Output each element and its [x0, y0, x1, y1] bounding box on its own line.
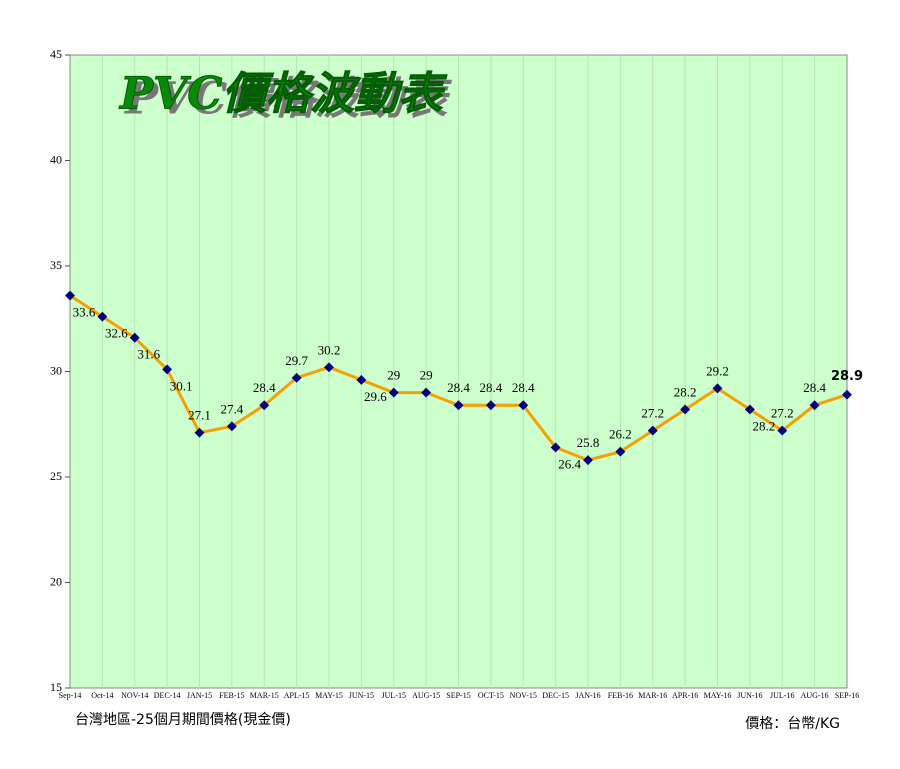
y-tick-label: 30 [50, 363, 62, 377]
x-tick-label: NOV-15 [510, 691, 537, 700]
x-tick-label: MAR-16 [638, 691, 667, 700]
x-tick-label: JUL-15 [382, 691, 406, 700]
data-label: 28.9 [831, 369, 863, 384]
data-label: 28.2 [753, 418, 776, 433]
y-tick-label: 45 [50, 47, 62, 61]
marker [647, 425, 658, 436]
x-tick-label: Sep-14 [59, 691, 82, 700]
data-label: 28.4 [512, 380, 535, 395]
x-tick-label: JUL-16 [770, 691, 794, 700]
data-label: 25.8 [577, 435, 600, 450]
data-label: 26.2 [609, 427, 632, 442]
data-label: 29.7 [285, 353, 308, 368]
marker [194, 427, 205, 438]
marker [388, 387, 399, 398]
x-tick-label: MAY-16 [704, 691, 732, 700]
y-tick-label: 25 [50, 469, 62, 483]
data-label: 28.4 [253, 380, 276, 395]
footnote-left: 台灣地區-25個月期間價格(現金價) [75, 711, 291, 728]
data-label: 29 [420, 368, 433, 383]
data-label: 30.1 [170, 378, 193, 393]
data-label: 30.2 [318, 342, 341, 357]
y-tick-label: 15 [50, 680, 62, 694]
x-tick-label: SEP-16 [835, 691, 859, 700]
marker [485, 400, 496, 411]
data-label: 27.1 [188, 408, 211, 423]
marker [680, 404, 691, 415]
marker [712, 383, 723, 394]
data-label: 33.6 [73, 305, 96, 320]
data-label: 29 [387, 368, 400, 383]
marker [259, 400, 270, 411]
x-tick-label: DEC-15 [542, 691, 569, 700]
data-label: 27.2 [771, 406, 794, 421]
footnote-right: 價格：台幣/KG [745, 715, 840, 732]
marker [129, 332, 140, 343]
grid [101, 55, 816, 688]
marker [615, 446, 626, 457]
x-tick-label: APL-15 [284, 691, 310, 700]
data-label: 28.4 [803, 380, 826, 395]
x-tick-label: FEB-15 [219, 691, 244, 700]
marker [421, 387, 432, 398]
data-label: 26.4 [558, 456, 581, 471]
x-tick-label: APR-16 [672, 691, 698, 700]
marker [291, 372, 302, 383]
marker [226, 421, 237, 432]
marker [777, 425, 788, 436]
x-tick-label: AUG-15 [412, 691, 440, 700]
x-tick-label: MAR-15 [250, 691, 279, 700]
x-tick-label: AUG-16 [801, 691, 829, 700]
chart-title-shadow: PVC價格波動表 [123, 74, 452, 125]
x-tick-label: NOV-14 [121, 691, 148, 700]
x-tick-label: FEB-16 [608, 691, 633, 700]
data-label: 27.2 [641, 406, 664, 421]
y-tick-label: 35 [50, 258, 62, 272]
data-label: 27.4 [221, 401, 244, 416]
data-label: 28.4 [480, 380, 503, 395]
x-tick-label: JAN-16 [575, 691, 600, 700]
marker [744, 404, 755, 415]
y-tick-label: 20 [50, 574, 62, 588]
marker [583, 455, 593, 466]
data-label: 31.6 [137, 347, 160, 362]
x-tick-label: JUN-16 [737, 691, 762, 700]
x-tick-label: OCT-15 [478, 691, 504, 700]
marker [324, 362, 334, 373]
data-label: 29.6 [364, 389, 387, 404]
data-label: 32.6 [105, 326, 128, 341]
marker [356, 374, 367, 385]
x-tick-label: MAY-15 [315, 691, 343, 700]
data-label: 28.4 [447, 380, 470, 395]
marker [518, 400, 529, 411]
x-tick-label: DEC-14 [154, 691, 181, 700]
x-tick-label: JUN-15 [349, 691, 374, 700]
data-label: 29.2 [706, 363, 729, 378]
x-tick-label: JAN-15 [187, 691, 212, 700]
marker [550, 442, 561, 453]
x-tick-label: SEP-15 [446, 691, 470, 700]
marker [842, 389, 852, 400]
marker [453, 400, 464, 411]
x-tick-label: Oct-14 [91, 691, 113, 700]
chart-title: PVC價格波動表 [118, 69, 447, 120]
marker [162, 364, 173, 375]
data-label: 28.2 [674, 384, 697, 399]
marker [809, 400, 820, 411]
y-tick-label: 40 [50, 152, 62, 166]
